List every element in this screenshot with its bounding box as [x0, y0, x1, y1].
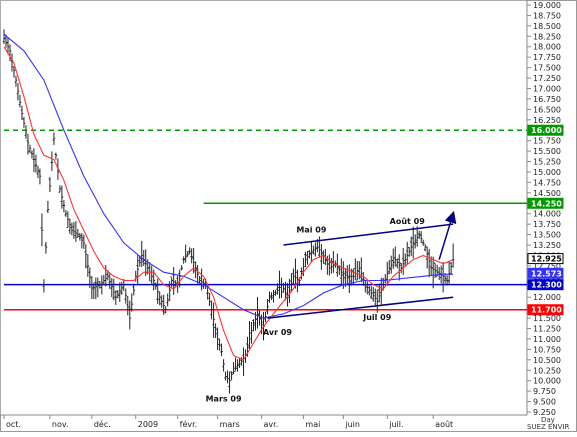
y-tick-label-4: 10.250	[533, 366, 561, 375]
x-tick-label-9: juil.	[388, 420, 403, 429]
x-tick-label-7: mai	[305, 420, 320, 429]
price-flag-box-0	[527, 124, 564, 136]
y-tick-label-37: 18.500	[533, 22, 561, 31]
y-tick-label-18: 13.750	[533, 220, 561, 229]
y-tick-label-0: 9.250	[533, 408, 556, 417]
x-tick-label-1: nov.	[52, 420, 69, 429]
y-tick-label-5: 10.500	[533, 356, 561, 365]
y-tick-label-25: 15.500	[533, 147, 561, 156]
annotation-label-3: Juil 09	[362, 313, 392, 322]
y-tick-label-11: 12.000	[533, 293, 561, 302]
y-tick-label-32: 17.250	[533, 74, 561, 83]
y-tick-label-22: 14.750	[533, 178, 561, 187]
x-axis-unit-label: Day	[541, 416, 555, 424]
y-tick-label-23: 15.000	[533, 168, 561, 177]
price-flag-box-1	[527, 197, 564, 209]
y-tick-label-24: 15.250	[533, 158, 561, 167]
price-flag-label-0: 16.000	[531, 126, 562, 135]
y-tick-label-30: 16.750	[533, 95, 561, 104]
y-tick-label-35: 18.000	[533, 43, 561, 52]
price-flag-box-2	[527, 253, 564, 265]
y-tick-label-31: 17.000	[533, 84, 561, 93]
annotation-label-2: Avr 09	[263, 328, 292, 337]
y-tick-label-26: 15.750	[533, 137, 561, 146]
x-tick-label-8: juin	[344, 420, 360, 429]
price-flag-label-1: 14.250	[531, 199, 562, 208]
trendline-0	[283, 223, 454, 246]
price-flag-label-2: 12.925	[531, 255, 562, 264]
y-tick-label-6: 10.750	[533, 345, 561, 354]
y-tick-label-9: 11.500	[533, 314, 561, 323]
y-tick-label-33: 17.500	[533, 64, 561, 73]
moving-average-line-0	[3, 33, 454, 319]
y-tick-label-38: 18.750	[533, 11, 561, 20]
x-axis-ticks: oct. nov. déc. 2009 févr. mars avr. mai juin juil…	[3, 415, 453, 429]
annotation-label-0: Mai 09	[296, 226, 326, 235]
price-flag-label-5: 11.700	[531, 306, 562, 315]
y-tick-label-39: 19.000	[533, 1, 561, 10]
y-tick-label-1: 9.500	[533, 398, 556, 407]
price-flag-box-4	[527, 279, 564, 291]
y-tick-label-28: 16.250	[533, 116, 561, 125]
y-tick-label-2: 9.750	[533, 387, 556, 396]
instrument-name: SUEZ ENVIR	[527, 423, 570, 431]
x-tick-label-2: déc.	[94, 419, 111, 429]
y-tick-label-19: 14.000	[533, 210, 561, 219]
x-tick-label-6: avr.	[264, 420, 279, 429]
y-tick-label-29: 16.500	[533, 105, 561, 114]
trendlines	[267, 210, 457, 319]
trendline-1	[267, 296, 454, 319]
y-tick-label-34: 17.750	[533, 53, 561, 62]
y-tick-label-36: 18.250	[533, 32, 561, 41]
x-tick-label-10: août	[435, 420, 453, 429]
annotation-label-4: Mars 09	[206, 395, 242, 404]
moving-averages	[3, 33, 454, 361]
annotations: Mai 09 Août 09 Avr 09 Juil 09 Mars 09	[206, 217, 426, 403]
price-flag-box-5	[527, 304, 564, 316]
x-tick-label-3: 2009	[138, 420, 158, 429]
price-flags: 16.000 14.250 12.925 12.573 12.300 11.700	[527, 124, 564, 316]
x-tick-label-5: mars	[220, 420, 240, 429]
y-tick-label-14: 12.750	[533, 262, 561, 271]
price-flag-label-3: 12.573	[531, 269, 562, 278]
price-bars	[2, 29, 455, 394]
y-tick-label-21: 14.500	[533, 189, 561, 198]
price-flag-box-3	[527, 267, 564, 279]
annotation-label-1: Août 09	[390, 217, 426, 226]
moving-average-line-1	[3, 46, 454, 361]
y-tick-label-8: 11.250	[533, 325, 561, 334]
x-tick-label-0: oct.	[6, 420, 21, 429]
projection-arrow	[438, 210, 457, 260]
y-tick-label-3: 10.000	[533, 377, 561, 386]
y-tick-label-17: 13.500	[533, 231, 561, 240]
price-flag-label-4: 12.300	[531, 281, 562, 290]
y-tick-label-7: 11.000	[533, 335, 561, 344]
x-tick-label-4: févr.	[180, 419, 198, 429]
y-axis-ticks: 9.2509.5009.75010.00010.25010.50010.7501…	[527, 1, 561, 417]
y-tick-label-16: 13.250	[533, 241, 561, 250]
